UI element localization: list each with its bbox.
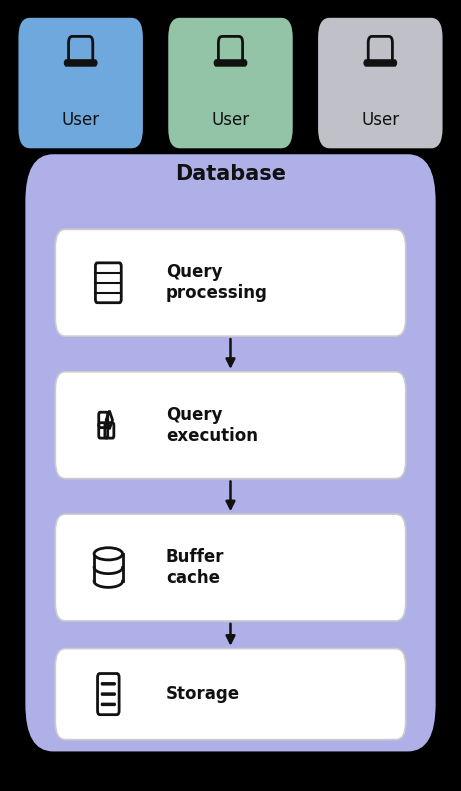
FancyBboxPatch shape	[100, 682, 116, 686]
FancyBboxPatch shape	[214, 60, 247, 66]
Text: User: User	[212, 111, 249, 129]
Text: Query
processing: Query processing	[166, 263, 268, 302]
FancyBboxPatch shape	[100, 692, 116, 696]
Ellipse shape	[94, 547, 123, 560]
FancyBboxPatch shape	[55, 514, 406, 621]
FancyBboxPatch shape	[55, 649, 406, 740]
FancyBboxPatch shape	[65, 60, 97, 66]
Text: Buffer
cache: Buffer cache	[166, 548, 225, 587]
FancyBboxPatch shape	[55, 229, 406, 336]
FancyBboxPatch shape	[318, 18, 443, 149]
FancyBboxPatch shape	[168, 18, 293, 149]
FancyBboxPatch shape	[55, 372, 406, 479]
FancyBboxPatch shape	[100, 702, 116, 706]
Text: Query
execution: Query execution	[166, 406, 258, 445]
Text: Storage: Storage	[166, 685, 240, 703]
FancyBboxPatch shape	[364, 60, 396, 66]
Text: Database: Database	[175, 164, 286, 184]
FancyBboxPatch shape	[25, 154, 436, 751]
Text: User: User	[62, 111, 100, 129]
FancyBboxPatch shape	[18, 18, 143, 149]
Text: User: User	[361, 111, 399, 129]
